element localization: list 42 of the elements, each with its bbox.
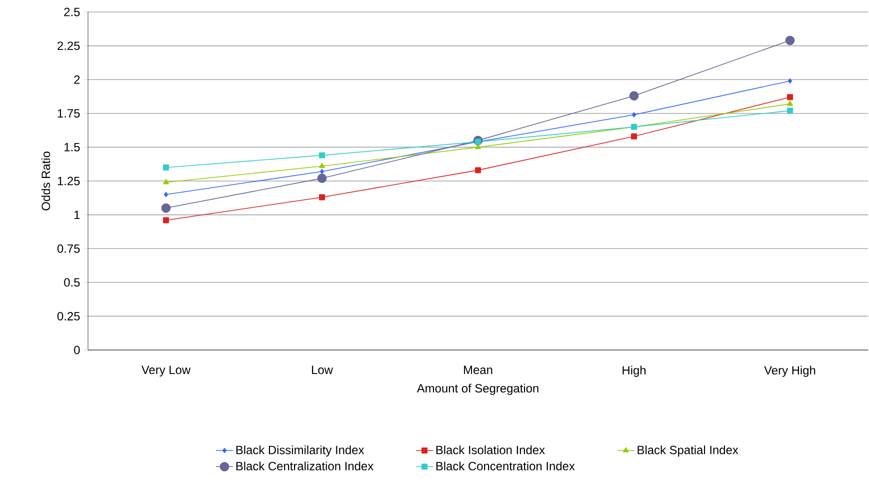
y-tick-label: 0.5	[64, 278, 80, 287]
point	[788, 78, 792, 84]
y-tick-label: 2.25	[58, 42, 80, 50]
x-tick-label: High	[622, 366, 646, 377]
point	[163, 178, 169, 184]
point	[787, 100, 793, 106]
x-tick-label: Very Low	[141, 366, 191, 376]
y-tick-label: 1	[74, 210, 80, 219]
point	[787, 108, 793, 114]
point	[320, 168, 324, 174]
point	[629, 91, 639, 101]
point	[317, 174, 327, 183]
point	[319, 152, 325, 158]
point	[161, 203, 171, 213]
y-tick-label: 0.25	[57, 312, 80, 320]
y-tick-label: 0	[74, 346, 80, 354]
point	[475, 167, 481, 174]
point	[785, 36, 795, 46]
x-tick-label: Low	[312, 366, 333, 374]
point	[631, 133, 637, 140]
y-tick-label: 2	[74, 75, 80, 84]
legend-label: Black Isolation Index	[436, 445, 545, 454]
legend-label: Black Centralization Index	[236, 462, 374, 470]
y-axis-title: Odds Ratio	[41, 152, 50, 210]
y-tick-label: 1.5	[64, 143, 80, 152]
legend-label: Black Concentration Index	[436, 462, 575, 470]
point	[632, 112, 636, 118]
point	[163, 164, 169, 170]
x-tick-label: Mean	[464, 366, 492, 374]
point	[164, 192, 168, 198]
x-axis-title: Amount of Segregation	[416, 384, 538, 395]
point	[319, 194, 325, 200]
point	[787, 94, 793, 100]
point	[163, 217, 169, 224]
legend-label: Black Dissimilarity Index	[236, 445, 364, 457]
y-tick-label: 0.75	[57, 244, 80, 253]
x-tick-label: Very High	[764, 366, 816, 377]
point	[319, 162, 325, 168]
y-tick-label: 1.75	[58, 109, 80, 118]
y-tick-label: 2.5	[64, 8, 80, 16]
y-tick-label: 1.25	[58, 176, 80, 186]
legend-label: Black Spatial Index	[638, 445, 738, 457]
